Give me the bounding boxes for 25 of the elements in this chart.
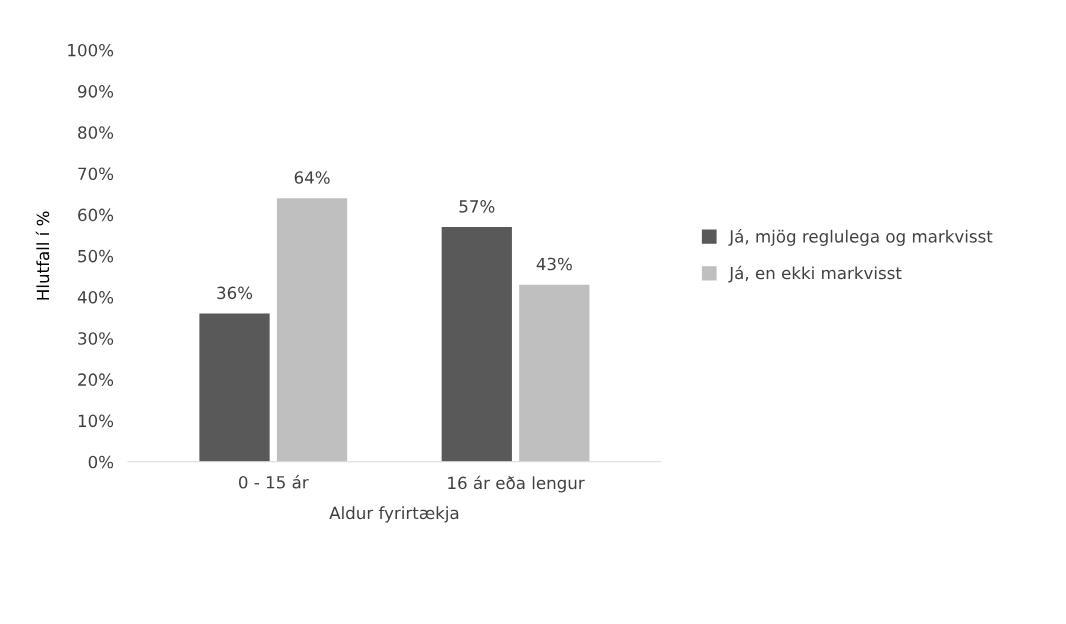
x-tick-label: 0 - 15 ár [238, 474, 309, 489]
data-label: 36% [217, 286, 253, 300]
y-tick-label: 20% [78, 373, 114, 386]
y-tick-label: 100% [68, 43, 114, 57]
y-tick-label: 90% [78, 85, 114, 98]
data-label: 57% [459, 200, 495, 213]
bar [441, 227, 512, 462]
y-tick-label: 80% [78, 126, 114, 139]
x-axis-title: Aldur fyrirtækja [329, 506, 459, 523]
y-tick-label: 60% [78, 208, 114, 222]
data-label: 43% [536, 257, 572, 271]
y-tick-label: 70% [78, 167, 114, 181]
bar [276, 198, 348, 462]
y-tick-label: 30% [78, 332, 114, 345]
bar [199, 313, 270, 462]
y-tick-label: 0% [88, 455, 114, 469]
legend-label: Já, en ekki markvisst [728, 265, 902, 283]
y-tick-label: 40% [77, 290, 114, 304]
y-axis-title: Hlutfall í % [35, 211, 50, 300]
y-tick-label: 10% [78, 414, 114, 428]
bar [519, 284, 590, 462]
legend-label: Já, mjög reglulega og markvisst [728, 229, 993, 246]
y-tick-label: 50% [78, 249, 114, 263]
x-tick-label: 16 ár eða lengur [448, 475, 585, 493]
data-label: 64% [294, 171, 330, 184]
